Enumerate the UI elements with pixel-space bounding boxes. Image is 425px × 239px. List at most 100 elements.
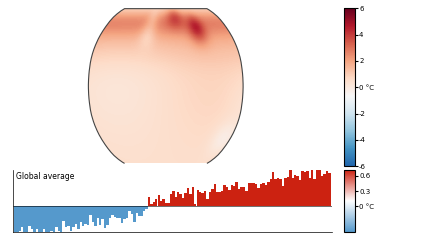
Bar bbox=[314, 179, 316, 206]
Bar bbox=[282, 186, 284, 206]
Bar bbox=[289, 170, 292, 206]
Bar bbox=[133, 206, 136, 222]
Bar bbox=[148, 197, 150, 206]
Bar bbox=[94, 206, 96, 226]
Bar bbox=[128, 206, 131, 211]
Bar bbox=[119, 206, 121, 218]
Bar bbox=[33, 206, 36, 232]
Bar bbox=[113, 206, 116, 217]
Bar bbox=[158, 196, 160, 206]
Bar bbox=[272, 173, 275, 206]
Bar bbox=[213, 184, 216, 206]
Bar bbox=[175, 197, 177, 206]
Bar bbox=[260, 184, 262, 206]
Bar bbox=[136, 206, 138, 213]
Bar bbox=[245, 191, 248, 206]
Bar bbox=[126, 206, 128, 218]
Bar bbox=[23, 206, 26, 232]
Bar bbox=[184, 193, 187, 206]
Bar bbox=[140, 206, 143, 216]
Bar bbox=[250, 183, 252, 206]
Bar bbox=[172, 191, 175, 206]
Bar bbox=[70, 206, 72, 231]
Bar bbox=[328, 173, 331, 206]
Bar bbox=[228, 190, 231, 206]
Bar bbox=[14, 206, 16, 232]
Bar bbox=[92, 206, 94, 222]
Text: Global average: Global average bbox=[16, 172, 74, 180]
Bar bbox=[218, 192, 221, 206]
Bar bbox=[221, 191, 223, 206]
Bar bbox=[287, 177, 289, 206]
Bar bbox=[26, 206, 28, 232]
Bar bbox=[192, 187, 194, 206]
Bar bbox=[123, 206, 126, 219]
Bar bbox=[89, 206, 92, 215]
Bar bbox=[96, 206, 99, 217]
Bar bbox=[40, 206, 43, 232]
Bar bbox=[231, 185, 233, 206]
Bar bbox=[36, 206, 38, 229]
Bar bbox=[248, 183, 250, 206]
Bar bbox=[165, 203, 167, 206]
Bar bbox=[109, 206, 111, 218]
Bar bbox=[16, 206, 19, 232]
Bar bbox=[145, 206, 148, 208]
Bar bbox=[160, 201, 162, 206]
Bar bbox=[150, 204, 153, 206]
Bar bbox=[267, 182, 269, 206]
Bar bbox=[277, 178, 279, 206]
Bar bbox=[243, 187, 245, 206]
Bar bbox=[65, 206, 67, 227]
Bar bbox=[53, 206, 55, 232]
Bar bbox=[206, 199, 209, 206]
Bar bbox=[102, 206, 104, 219]
Bar bbox=[43, 206, 45, 229]
Bar bbox=[75, 206, 77, 224]
Bar bbox=[19, 206, 21, 231]
Bar bbox=[55, 206, 57, 227]
Bar bbox=[58, 206, 60, 231]
Bar bbox=[45, 206, 48, 232]
Bar bbox=[121, 206, 123, 223]
Bar bbox=[255, 184, 258, 206]
Bar bbox=[238, 189, 241, 206]
Bar bbox=[304, 172, 306, 206]
Bar bbox=[31, 206, 33, 229]
Bar bbox=[223, 185, 226, 206]
Bar bbox=[67, 206, 70, 226]
Bar bbox=[301, 171, 304, 206]
Bar bbox=[62, 206, 65, 221]
Bar bbox=[50, 206, 53, 231]
Bar bbox=[21, 206, 23, 228]
Bar bbox=[60, 206, 62, 232]
Bar bbox=[241, 187, 243, 206]
Bar bbox=[189, 194, 192, 206]
Bar bbox=[294, 175, 296, 206]
Bar bbox=[284, 178, 286, 206]
Bar bbox=[211, 189, 213, 206]
Bar bbox=[201, 193, 204, 206]
Bar bbox=[106, 206, 109, 225]
Bar bbox=[196, 190, 199, 206]
Bar bbox=[204, 191, 206, 206]
Bar bbox=[235, 182, 238, 206]
Bar bbox=[269, 179, 272, 206]
Bar bbox=[167, 203, 170, 206]
Bar bbox=[216, 192, 218, 206]
Bar bbox=[296, 176, 299, 206]
Bar bbox=[265, 185, 267, 206]
Bar bbox=[318, 170, 321, 206]
Bar bbox=[72, 206, 75, 227]
Bar bbox=[323, 174, 326, 206]
Bar bbox=[48, 206, 50, 232]
Bar bbox=[187, 188, 189, 206]
Bar bbox=[226, 187, 228, 206]
Bar bbox=[138, 206, 140, 216]
Bar bbox=[77, 206, 79, 229]
Bar bbox=[279, 179, 282, 206]
Bar bbox=[199, 192, 201, 206]
Bar bbox=[177, 192, 179, 206]
Bar bbox=[111, 206, 113, 215]
Bar bbox=[321, 176, 323, 206]
